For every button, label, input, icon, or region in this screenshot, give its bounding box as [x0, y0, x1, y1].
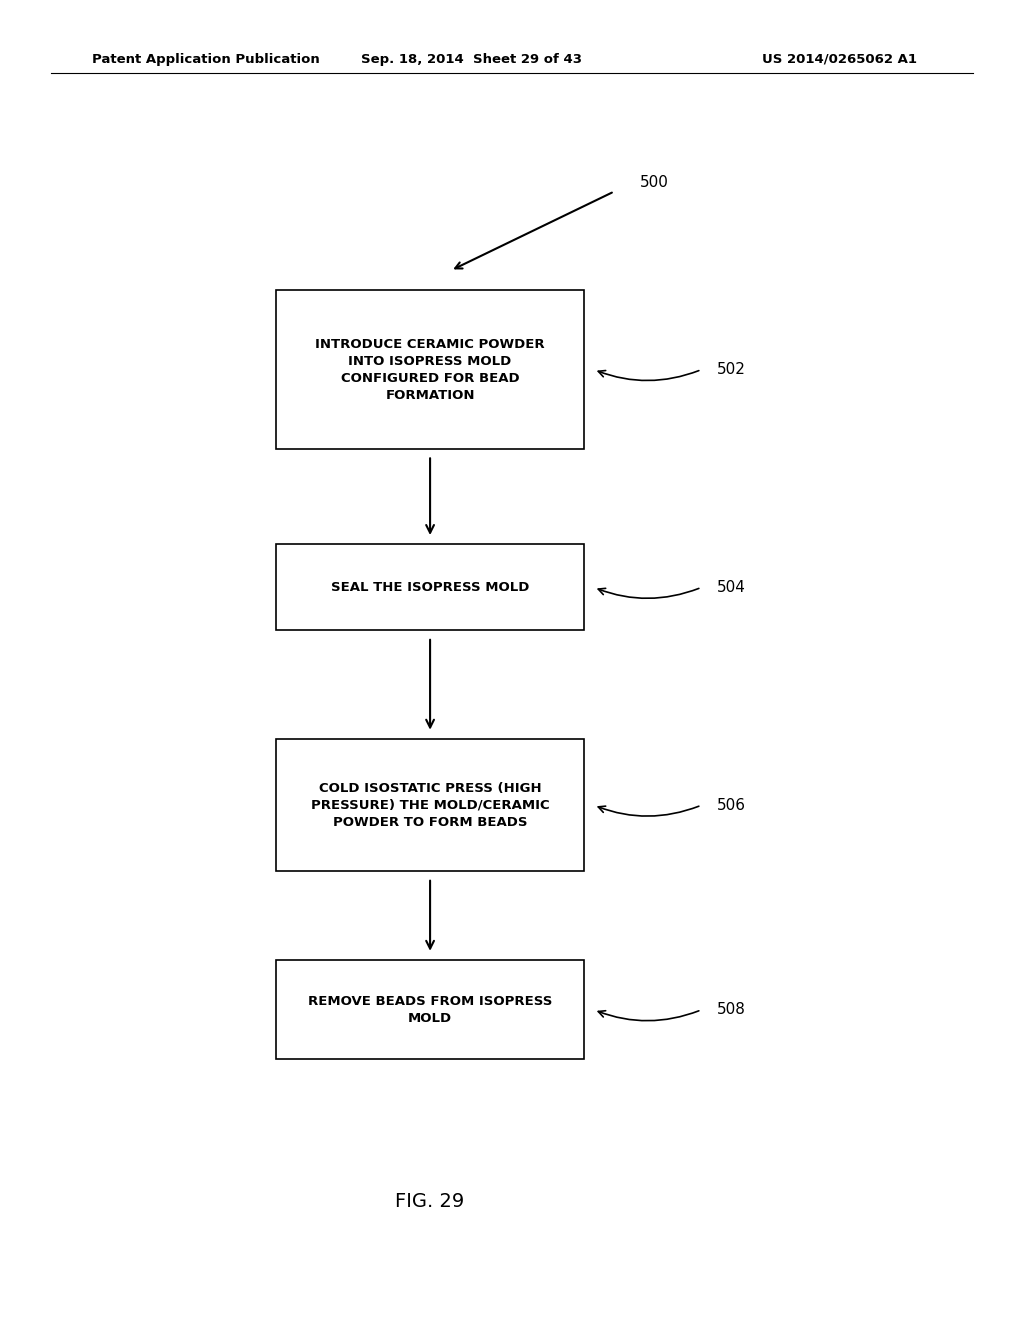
Text: 502: 502 — [717, 362, 745, 378]
Text: US 2014/0265062 A1: US 2014/0265062 A1 — [762, 53, 918, 66]
Text: INTRODUCE CERAMIC POWDER
INTO ISOPRESS MOLD
CONFIGURED FOR BEAD
FORMATION: INTRODUCE CERAMIC POWDER INTO ISOPRESS M… — [315, 338, 545, 401]
Text: COLD ISOSTATIC PRESS (HIGH
PRESSURE) THE MOLD/CERAMIC
POWDER TO FORM BEADS: COLD ISOSTATIC PRESS (HIGH PRESSURE) THE… — [310, 781, 550, 829]
Text: Patent Application Publication: Patent Application Publication — [92, 53, 319, 66]
Text: 506: 506 — [717, 797, 745, 813]
FancyBboxPatch shape — [276, 739, 584, 871]
Text: Sep. 18, 2014  Sheet 29 of 43: Sep. 18, 2014 Sheet 29 of 43 — [360, 53, 582, 66]
FancyBboxPatch shape — [276, 290, 584, 449]
Text: REMOVE BEADS FROM ISOPRESS
MOLD: REMOVE BEADS FROM ISOPRESS MOLD — [308, 995, 552, 1024]
FancyBboxPatch shape — [276, 544, 584, 630]
Text: 508: 508 — [717, 1002, 745, 1018]
Text: SEAL THE ISOPRESS MOLD: SEAL THE ISOPRESS MOLD — [331, 581, 529, 594]
Text: FIG. 29: FIG. 29 — [395, 1192, 465, 1210]
Text: 504: 504 — [717, 579, 745, 595]
FancyBboxPatch shape — [276, 961, 584, 1059]
Text: 500: 500 — [640, 174, 669, 190]
